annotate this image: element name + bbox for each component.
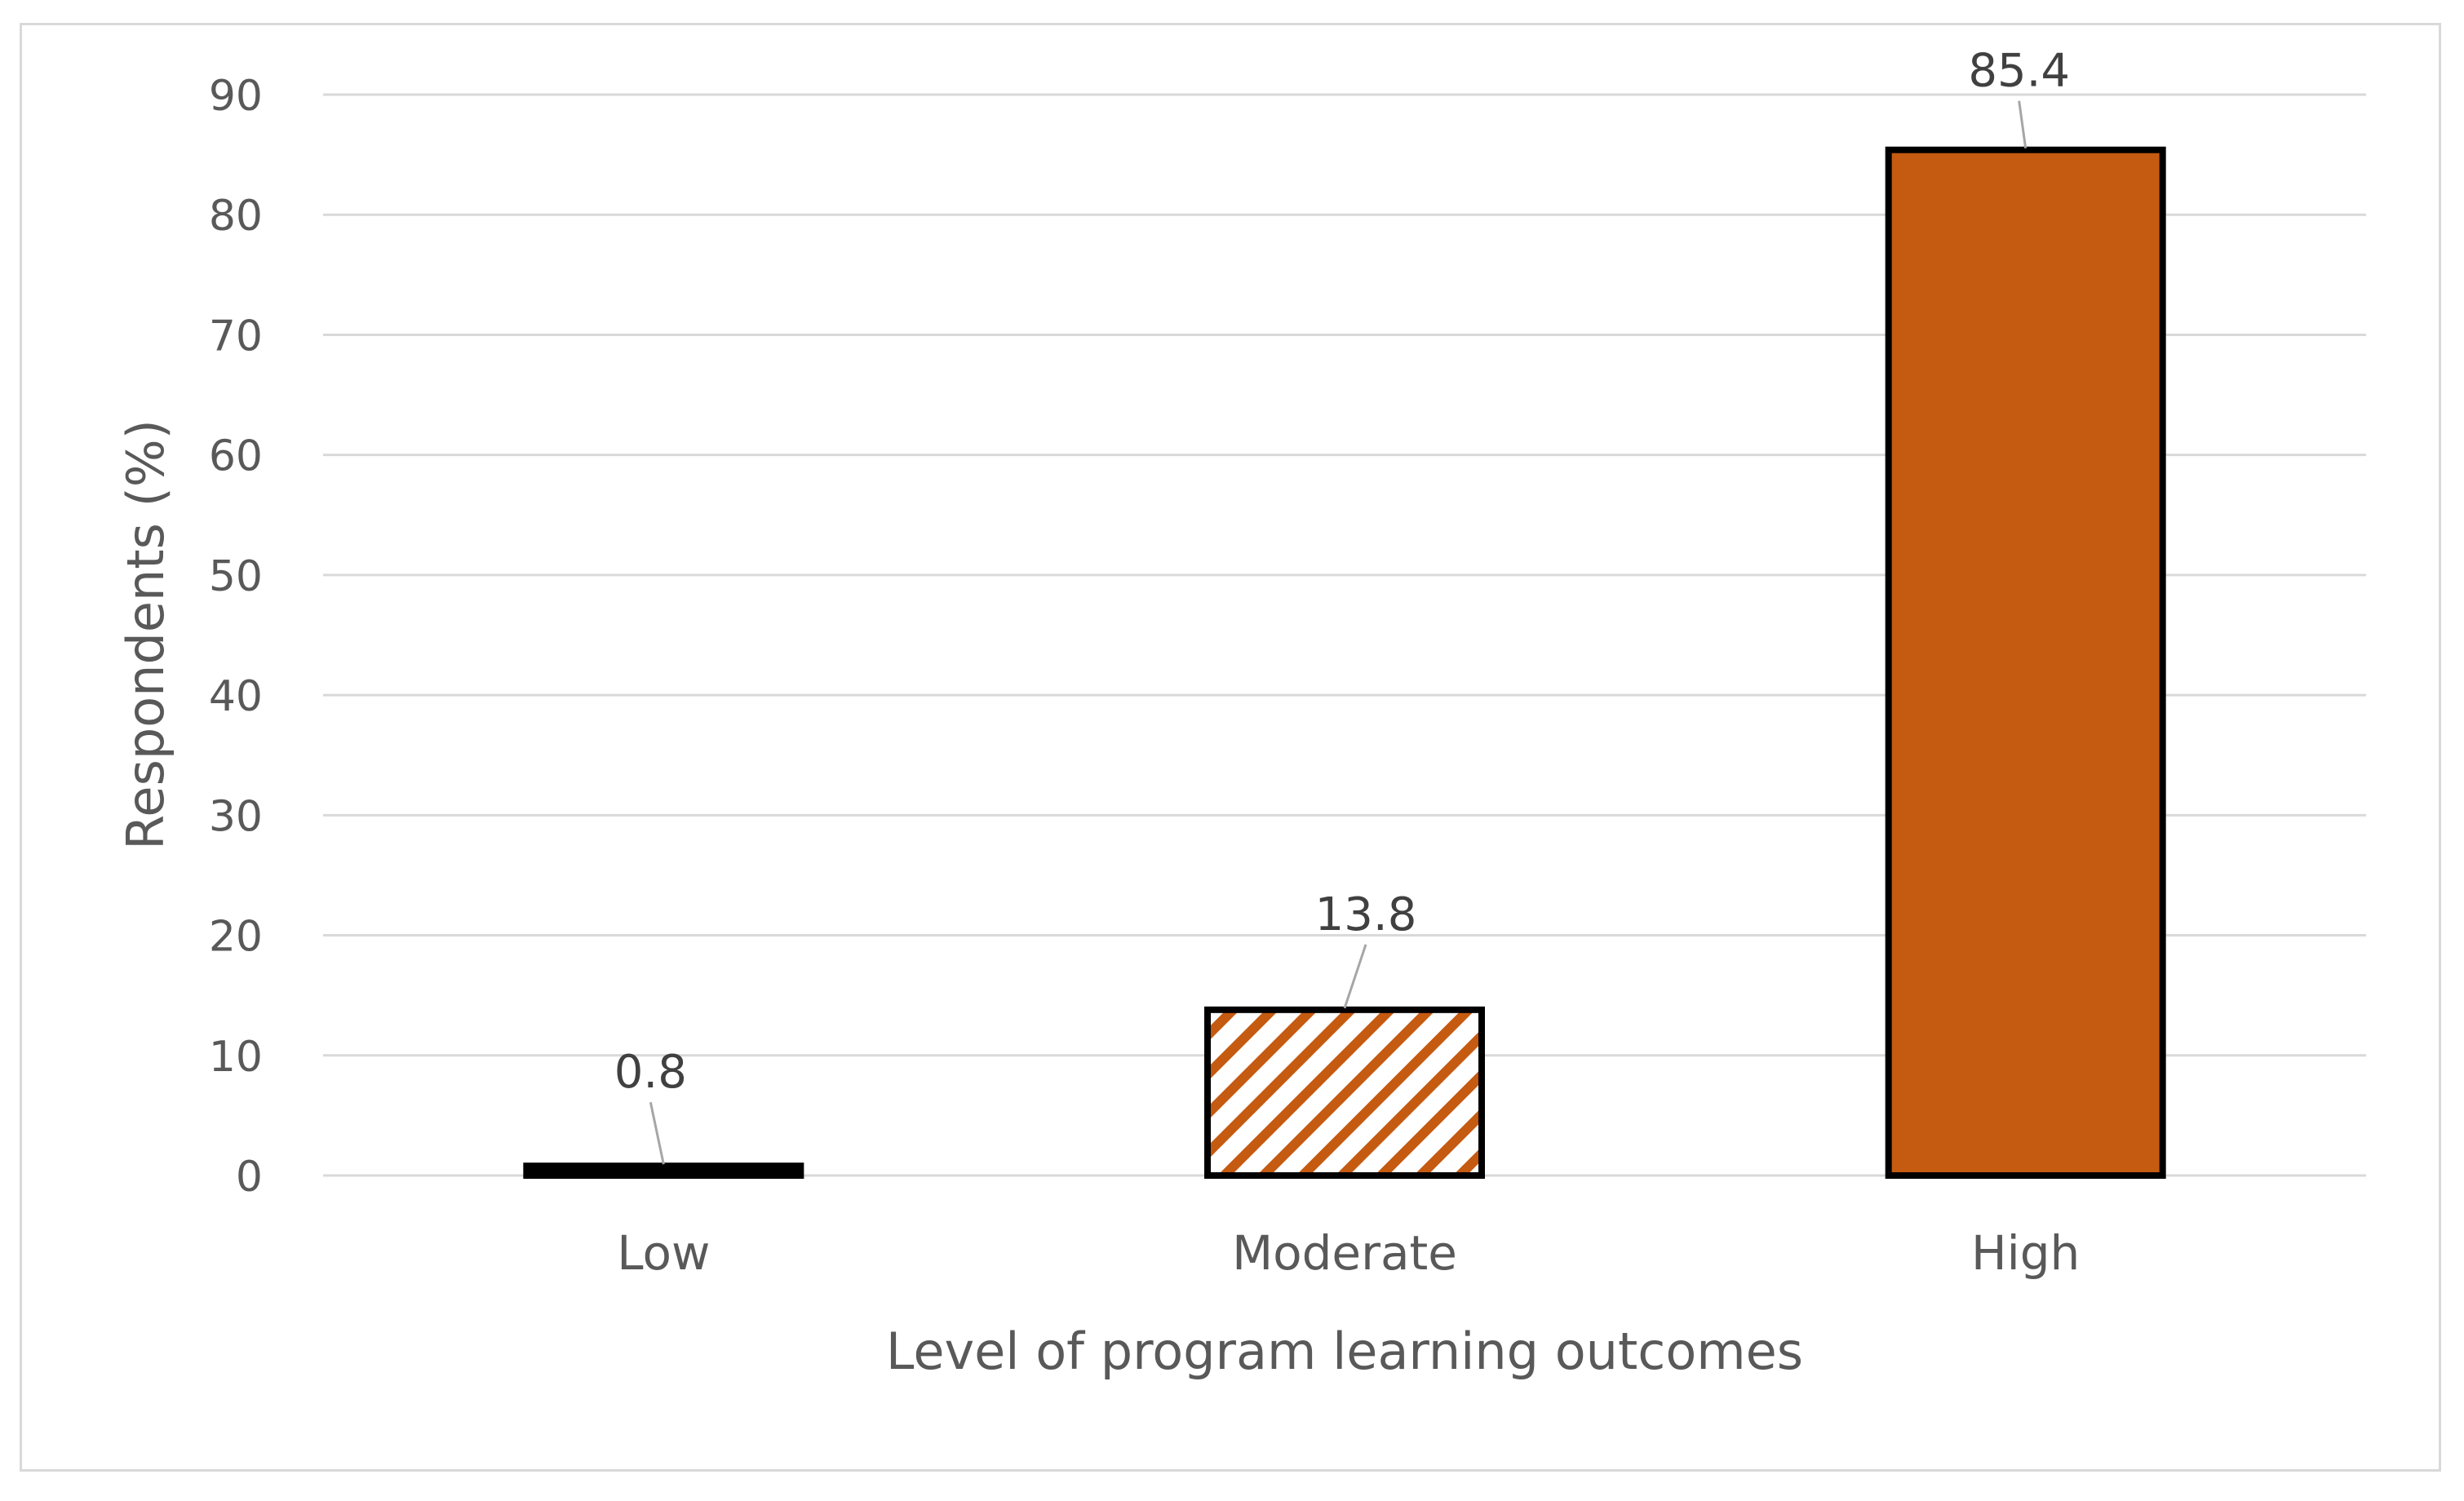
y-tick-label-70: 70 <box>209 312 263 361</box>
y-tick-label-0: 0 <box>236 1153 263 1202</box>
y-tick-label-90: 90 <box>209 72 263 121</box>
bar-high <box>1885 146 2166 1180</box>
leader-line-low <box>649 1101 665 1165</box>
x-tick-label-moderate: Moderate <box>1232 1225 1457 1281</box>
y-axis-title: Respondents (%) <box>116 419 175 850</box>
data-label-moderate: 13.8 <box>1315 888 1417 941</box>
data-label-high: 85.4 <box>1968 45 2070 98</box>
bar-moderate <box>1204 1006 1485 1180</box>
x-tick-label-high: High <box>1971 1225 2080 1281</box>
y-tick-label-20: 20 <box>209 913 263 962</box>
y-tick-label-10: 10 <box>209 1033 263 1082</box>
y-tick-label-40: 40 <box>209 672 263 721</box>
data-label-low: 0.8 <box>614 1046 687 1099</box>
y-tick-label-50: 50 <box>209 552 263 601</box>
x-axis-title: Level of program learning outcomes <box>886 1322 1803 1381</box>
leader-line-high <box>2018 100 2027 148</box>
leader-line-moderate <box>1343 944 1367 1009</box>
bar-low <box>523 1162 804 1179</box>
x-tick-label-low: Low <box>617 1225 710 1281</box>
y-tick-label-30: 30 <box>209 792 263 841</box>
y-tick-label-60: 60 <box>209 432 263 481</box>
y-tick-label-80: 80 <box>209 192 263 241</box>
